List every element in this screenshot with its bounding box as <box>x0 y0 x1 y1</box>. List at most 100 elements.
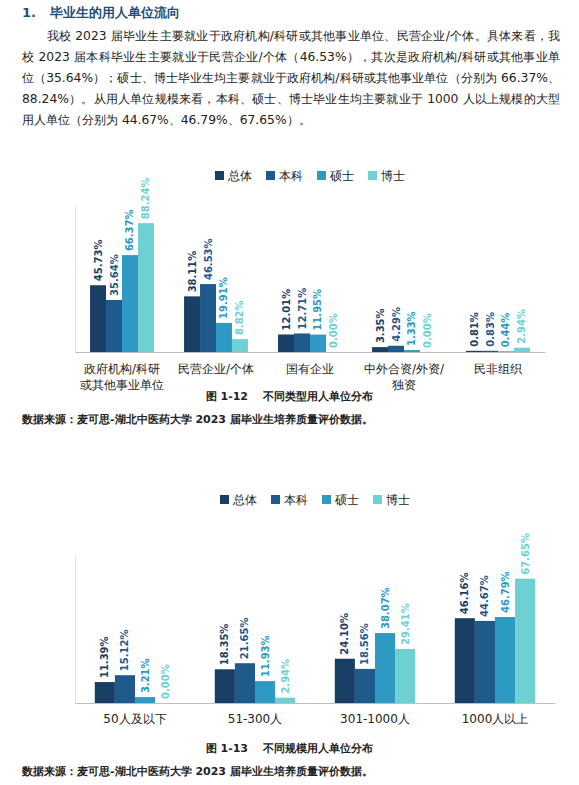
heading: 1. 毕业生的用人单位流向 <box>22 4 180 22</box>
data-label: 66.37% <box>124 209 135 251</box>
bar <box>335 659 355 703</box>
bar <box>106 300 122 352</box>
bar <box>235 663 255 703</box>
bar <box>404 350 420 352</box>
data-label: 15.12% <box>119 630 130 672</box>
data-label: 38.07% <box>380 587 391 629</box>
legend-label: 博士 <box>386 493 410 507</box>
legend-label: 本科 <box>284 493 308 507</box>
data-label: 12.71% <box>297 288 308 330</box>
bar <box>255 681 275 703</box>
bar <box>215 669 235 703</box>
legend-swatch <box>368 171 377 180</box>
paragraph: 我校 2023 届毕业生主要就业于政府机构/科研或其他事业单位、民营企业/个体。… <box>22 26 560 131</box>
x-tick: 民非组织 <box>474 352 522 376</box>
bar <box>395 649 415 703</box>
chart: 总体本科硕士博士11.39%18.35%24.10%46.16%15.12%21… <box>21 493 556 778</box>
bar <box>498 351 514 352</box>
data-label: 4.29% <box>391 307 402 342</box>
x-tick-label: 国有企业 <box>286 362 334 376</box>
bar <box>138 223 154 352</box>
data-label: 11.39% <box>99 636 110 678</box>
x-tick: 51-300人 <box>228 703 283 726</box>
legend-item: 博士 <box>373 493 410 507</box>
x-tick-label: 民非组织 <box>474 362 522 376</box>
data-label: 3.21% <box>140 658 151 693</box>
legend-swatch <box>220 495 229 504</box>
x-tick: 1000人以上 <box>462 703 529 726</box>
bar <box>455 618 475 703</box>
data-label: 38.11% <box>187 251 198 293</box>
legend-item: 本科 <box>266 169 303 183</box>
legend-label: 硕士 <box>329 169 354 183</box>
bar <box>388 346 404 352</box>
y-axis-line <box>75 207 76 353</box>
data-label: 8.82% <box>234 300 245 335</box>
bar <box>482 351 498 352</box>
data-label: 0.00% <box>160 664 171 699</box>
legend-label: 总体 <box>232 493 257 507</box>
x-tick-label: 51-300人 <box>228 712 283 726</box>
x-tick: 301-1000人 <box>340 703 410 726</box>
caption: 图 1-13 不同规模用人单位分布 <box>206 742 374 755</box>
x-axis-line <box>76 703 556 704</box>
data-label: 2.94% <box>280 659 291 694</box>
x-tick: 50人及以下 <box>103 703 166 726</box>
legend-label: 总体 <box>227 169 252 183</box>
x-tick-label: 50人及以下 <box>103 712 166 726</box>
bar <box>200 284 216 352</box>
data-label: 44.67% <box>479 575 490 617</box>
y-axis <box>75 207 76 353</box>
x-tick-label: 中外合资/外资/独资 <box>364 362 445 392</box>
data-label: 18.56% <box>359 623 370 665</box>
legend-item: 博士 <box>368 169 405 183</box>
y-axis-line <box>75 557 76 704</box>
x-tick-label: 1000人以上 <box>462 712 529 726</box>
bar <box>475 621 495 703</box>
y-axis <box>75 557 76 704</box>
bar <box>184 296 200 352</box>
bar <box>155 703 175 704</box>
bar <box>420 352 436 353</box>
data-label: 11.95% <box>312 289 323 331</box>
data-label: 11.93% <box>260 635 271 677</box>
page-svg: 总体本科硕士博士45.73%38.11%12.01%3.35%0.81%35.6… <box>0 0 579 785</box>
data-label: 3.35% <box>375 308 386 343</box>
source-note: 数据来源：麦可思-湖北中医药大学 2023 届毕业生培养质量评价数据。 <box>21 765 373 778</box>
legend-label: 博士 <box>381 169 405 183</box>
legend: 总体本科 硕士 博士 <box>215 169 405 183</box>
data-labels: 45.73%38.11%12.01%3.35%0.81%35.64%46.53%… <box>93 178 528 348</box>
x-tick: 国有企业 <box>286 352 334 376</box>
bar <box>466 351 482 352</box>
data-label: 0.44% <box>500 313 511 348</box>
x-tick: 民营企业/个体 <box>178 352 254 376</box>
bar <box>355 669 375 703</box>
data-label: 19.91% <box>218 277 229 319</box>
data-label: 18.35% <box>219 624 230 666</box>
bar <box>115 675 135 703</box>
data-labels: 11.39%18.35%24.10%46.16%15.12%21.65%18.5… <box>99 533 530 699</box>
bar <box>275 698 295 703</box>
x-tick: 中外合资/外资/独资 <box>364 352 445 392</box>
source-note: 数据来源：麦可思-湖北中医药大学 2023 届毕业生培养质量评价数据。 <box>21 413 373 426</box>
bar <box>326 352 342 353</box>
bar <box>515 579 535 703</box>
data-label: 0.00% <box>422 313 433 348</box>
bar <box>90 285 106 352</box>
x-axis: 50人及以下 51-300人 301-1000人 1000人以上 <box>76 703 556 726</box>
x-tick-label: 政府机构/科研或其他事业单位 <box>80 362 164 392</box>
data-label: 2.94% <box>516 309 527 344</box>
bar <box>294 333 310 352</box>
data-label: 1.33% <box>406 311 417 346</box>
legend-item: 本科 <box>271 493 308 507</box>
bar <box>310 335 326 352</box>
legend-item: 硕士 <box>317 169 354 183</box>
legend-item: 总体 <box>220 493 257 507</box>
x-tick-label: 民营企业/个体 <box>178 362 254 376</box>
data-label: 29.41% <box>400 603 411 645</box>
bar <box>216 323 232 352</box>
legend: 总体本科硕士博士 <box>220 493 410 507</box>
data-label: 46.16% <box>459 573 470 615</box>
legend-item: 总体 <box>215 169 252 183</box>
data-label: 12.01% <box>281 289 292 331</box>
